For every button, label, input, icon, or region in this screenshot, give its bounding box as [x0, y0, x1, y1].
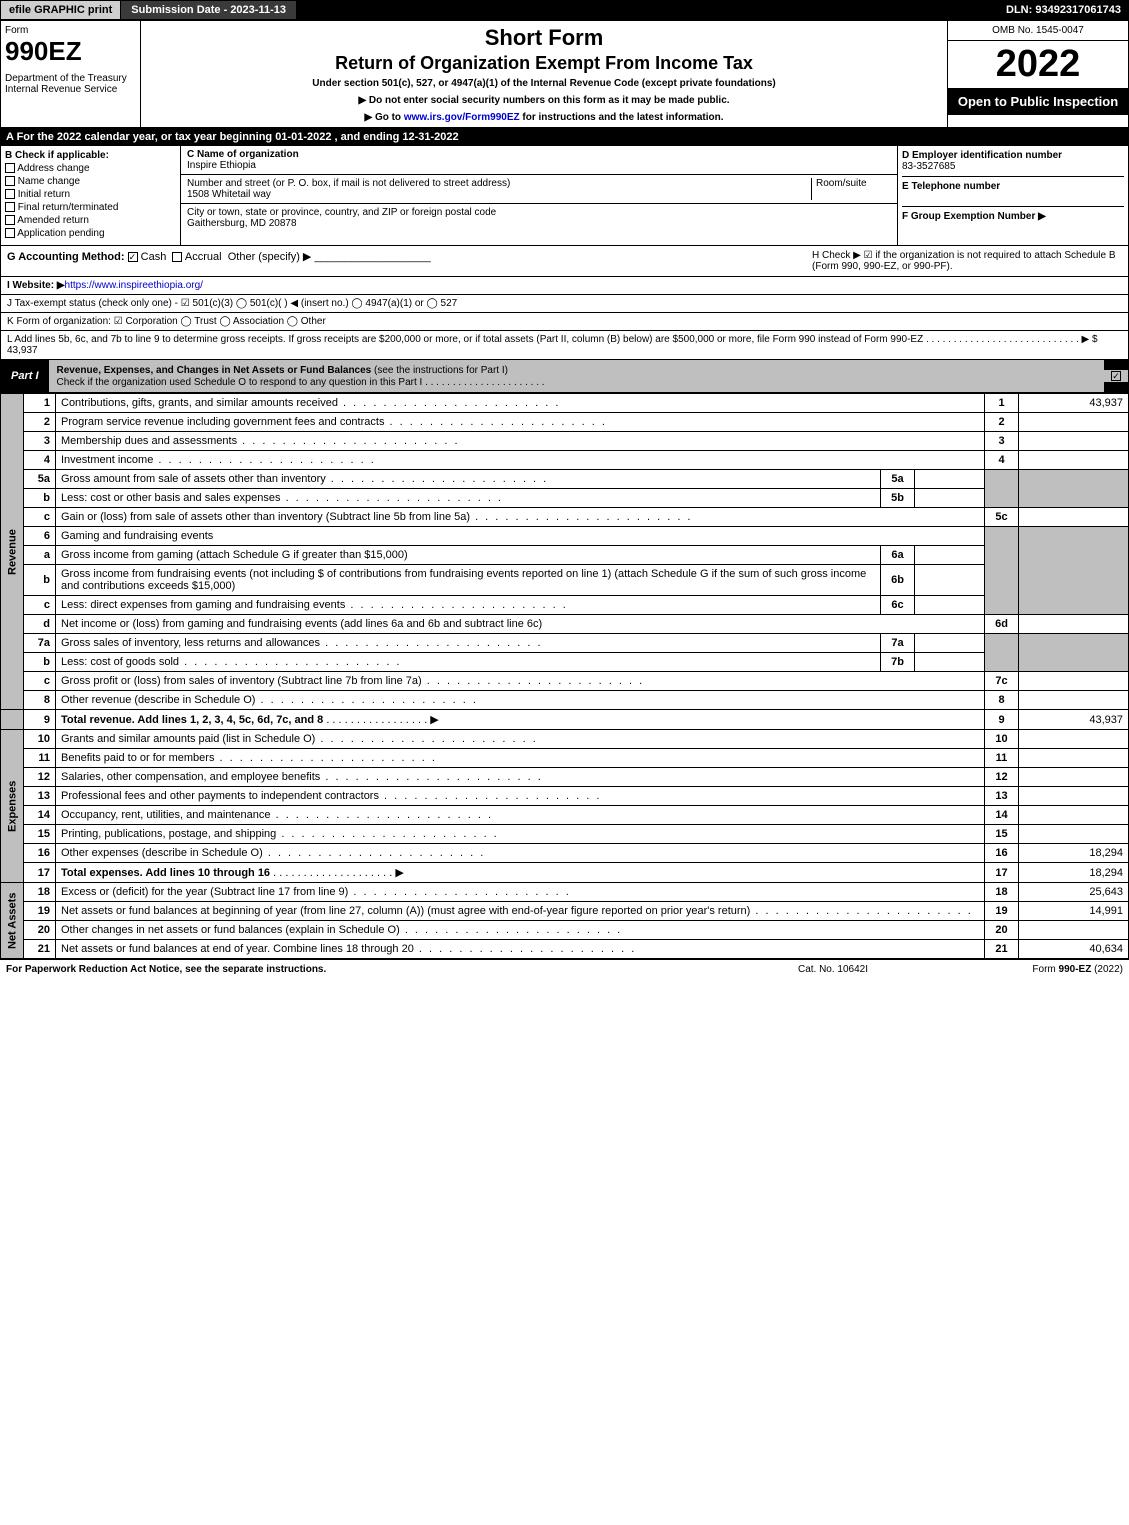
- part-i-table: Revenue 1Contributions, gifts, grants, a…: [0, 393, 1129, 959]
- net-assets-label: Net Assets: [1, 883, 24, 959]
- row-l: L Add lines 5b, 6c, and 7b to line 9 to …: [0, 331, 1129, 360]
- room-suite: Room/suite: [811, 178, 891, 200]
- subtitle: Under section 501(c), 527, or 4947(a)(1)…: [145, 78, 943, 89]
- org-name: Inspire Ethiopia: [187, 160, 256, 171]
- dln: DLN: 93492317061743: [998, 1, 1129, 19]
- line-21-value: 40,634: [1019, 940, 1129, 959]
- line-1-desc: Contributions, gifts, grants, and simila…: [56, 394, 985, 413]
- ein: 83-3527685: [902, 161, 955, 172]
- application-pending-checkbox[interactable]: [5, 228, 15, 238]
- open-inspection: Open to Public Inspection: [948, 88, 1128, 115]
- department: Department of the Treasury Internal Reve…: [5, 73, 136, 95]
- section-b: B Check if applicable: Address change Na…: [1, 146, 181, 245]
- section-a: A For the 2022 calendar year, or tax yea…: [0, 128, 1129, 146]
- efile-print-button[interactable]: efile GRAPHIC print: [0, 0, 121, 20]
- line-17-value: 18,294: [1019, 863, 1129, 883]
- org-street: 1508 Whitetail way: [187, 189, 271, 200]
- ssn-note: ▶ Do not enter social security numbers o…: [145, 95, 943, 106]
- section-c: C Name of organizationInspire Ethiopia N…: [181, 146, 898, 245]
- section-h: H Check ▶ ☑ if the organization is not r…: [812, 250, 1122, 272]
- amended-return-checkbox[interactable]: [5, 215, 15, 225]
- submission-date: Submission Date - 2023-11-13: [121, 1, 296, 19]
- line-19-value: 14,991: [1019, 902, 1129, 921]
- omb-number: OMB No. 1545-0047: [948, 21, 1128, 41]
- title-return: Return of Organization Exempt From Incom…: [145, 53, 943, 74]
- line-1-value: 43,937: [1019, 394, 1129, 413]
- form-header: Form 990EZ Department of the Treasury In…: [0, 20, 1129, 128]
- accrual-checkbox[interactable]: [172, 252, 182, 262]
- goto-note: ▶ Go to www.irs.gov/Form990EZ for instru…: [145, 112, 943, 123]
- line-18-value: 25,643: [1019, 883, 1129, 902]
- part-i-header: Part I Revenue, Expenses, and Changes in…: [0, 360, 1129, 393]
- footer: For Paperwork Reduction Act Notice, see …: [0, 959, 1129, 979]
- form-word: Form: [5, 25, 136, 36]
- initial-return-checkbox[interactable]: [5, 189, 15, 199]
- title-short-form: Short Form: [145, 25, 943, 51]
- org-city: Gaithersburg, MD 20878: [187, 218, 297, 229]
- tax-year: 2022: [948, 41, 1128, 88]
- row-k: K Form of organization: ☑ Corporation ◯ …: [0, 313, 1129, 331]
- website-link[interactable]: https://www.inspireethiopia.org/: [65, 280, 203, 291]
- row-i: I Website: ▶https://www.inspireethiopia.…: [0, 277, 1129, 295]
- line-9-value: 43,937: [1019, 710, 1129, 730]
- line-16-value: 18,294: [1019, 844, 1129, 863]
- final-return-checkbox[interactable]: [5, 202, 15, 212]
- expenses-label: Expenses: [1, 730, 24, 883]
- row-g-h: G Accounting Method: Cash Accrual Other …: [0, 246, 1129, 277]
- row-j: J Tax-exempt status (check only one) - ☑…: [0, 295, 1129, 313]
- cash-checkbox[interactable]: [128, 252, 138, 262]
- section-bcd: B Check if applicable: Address change Na…: [0, 146, 1129, 246]
- name-change-checkbox[interactable]: [5, 176, 15, 186]
- revenue-label: Revenue: [1, 394, 24, 710]
- top-bar: efile GRAPHIC print Submission Date - 20…: [0, 0, 1129, 20]
- section-def: D Employer identification number 83-3527…: [898, 146, 1128, 245]
- irs-link[interactable]: www.irs.gov/Form990EZ: [404, 112, 520, 123]
- form-number: 990EZ: [5, 36, 136, 67]
- address-change-checkbox[interactable]: [5, 163, 15, 173]
- schedule-o-checkbox[interactable]: [1111, 371, 1121, 381]
